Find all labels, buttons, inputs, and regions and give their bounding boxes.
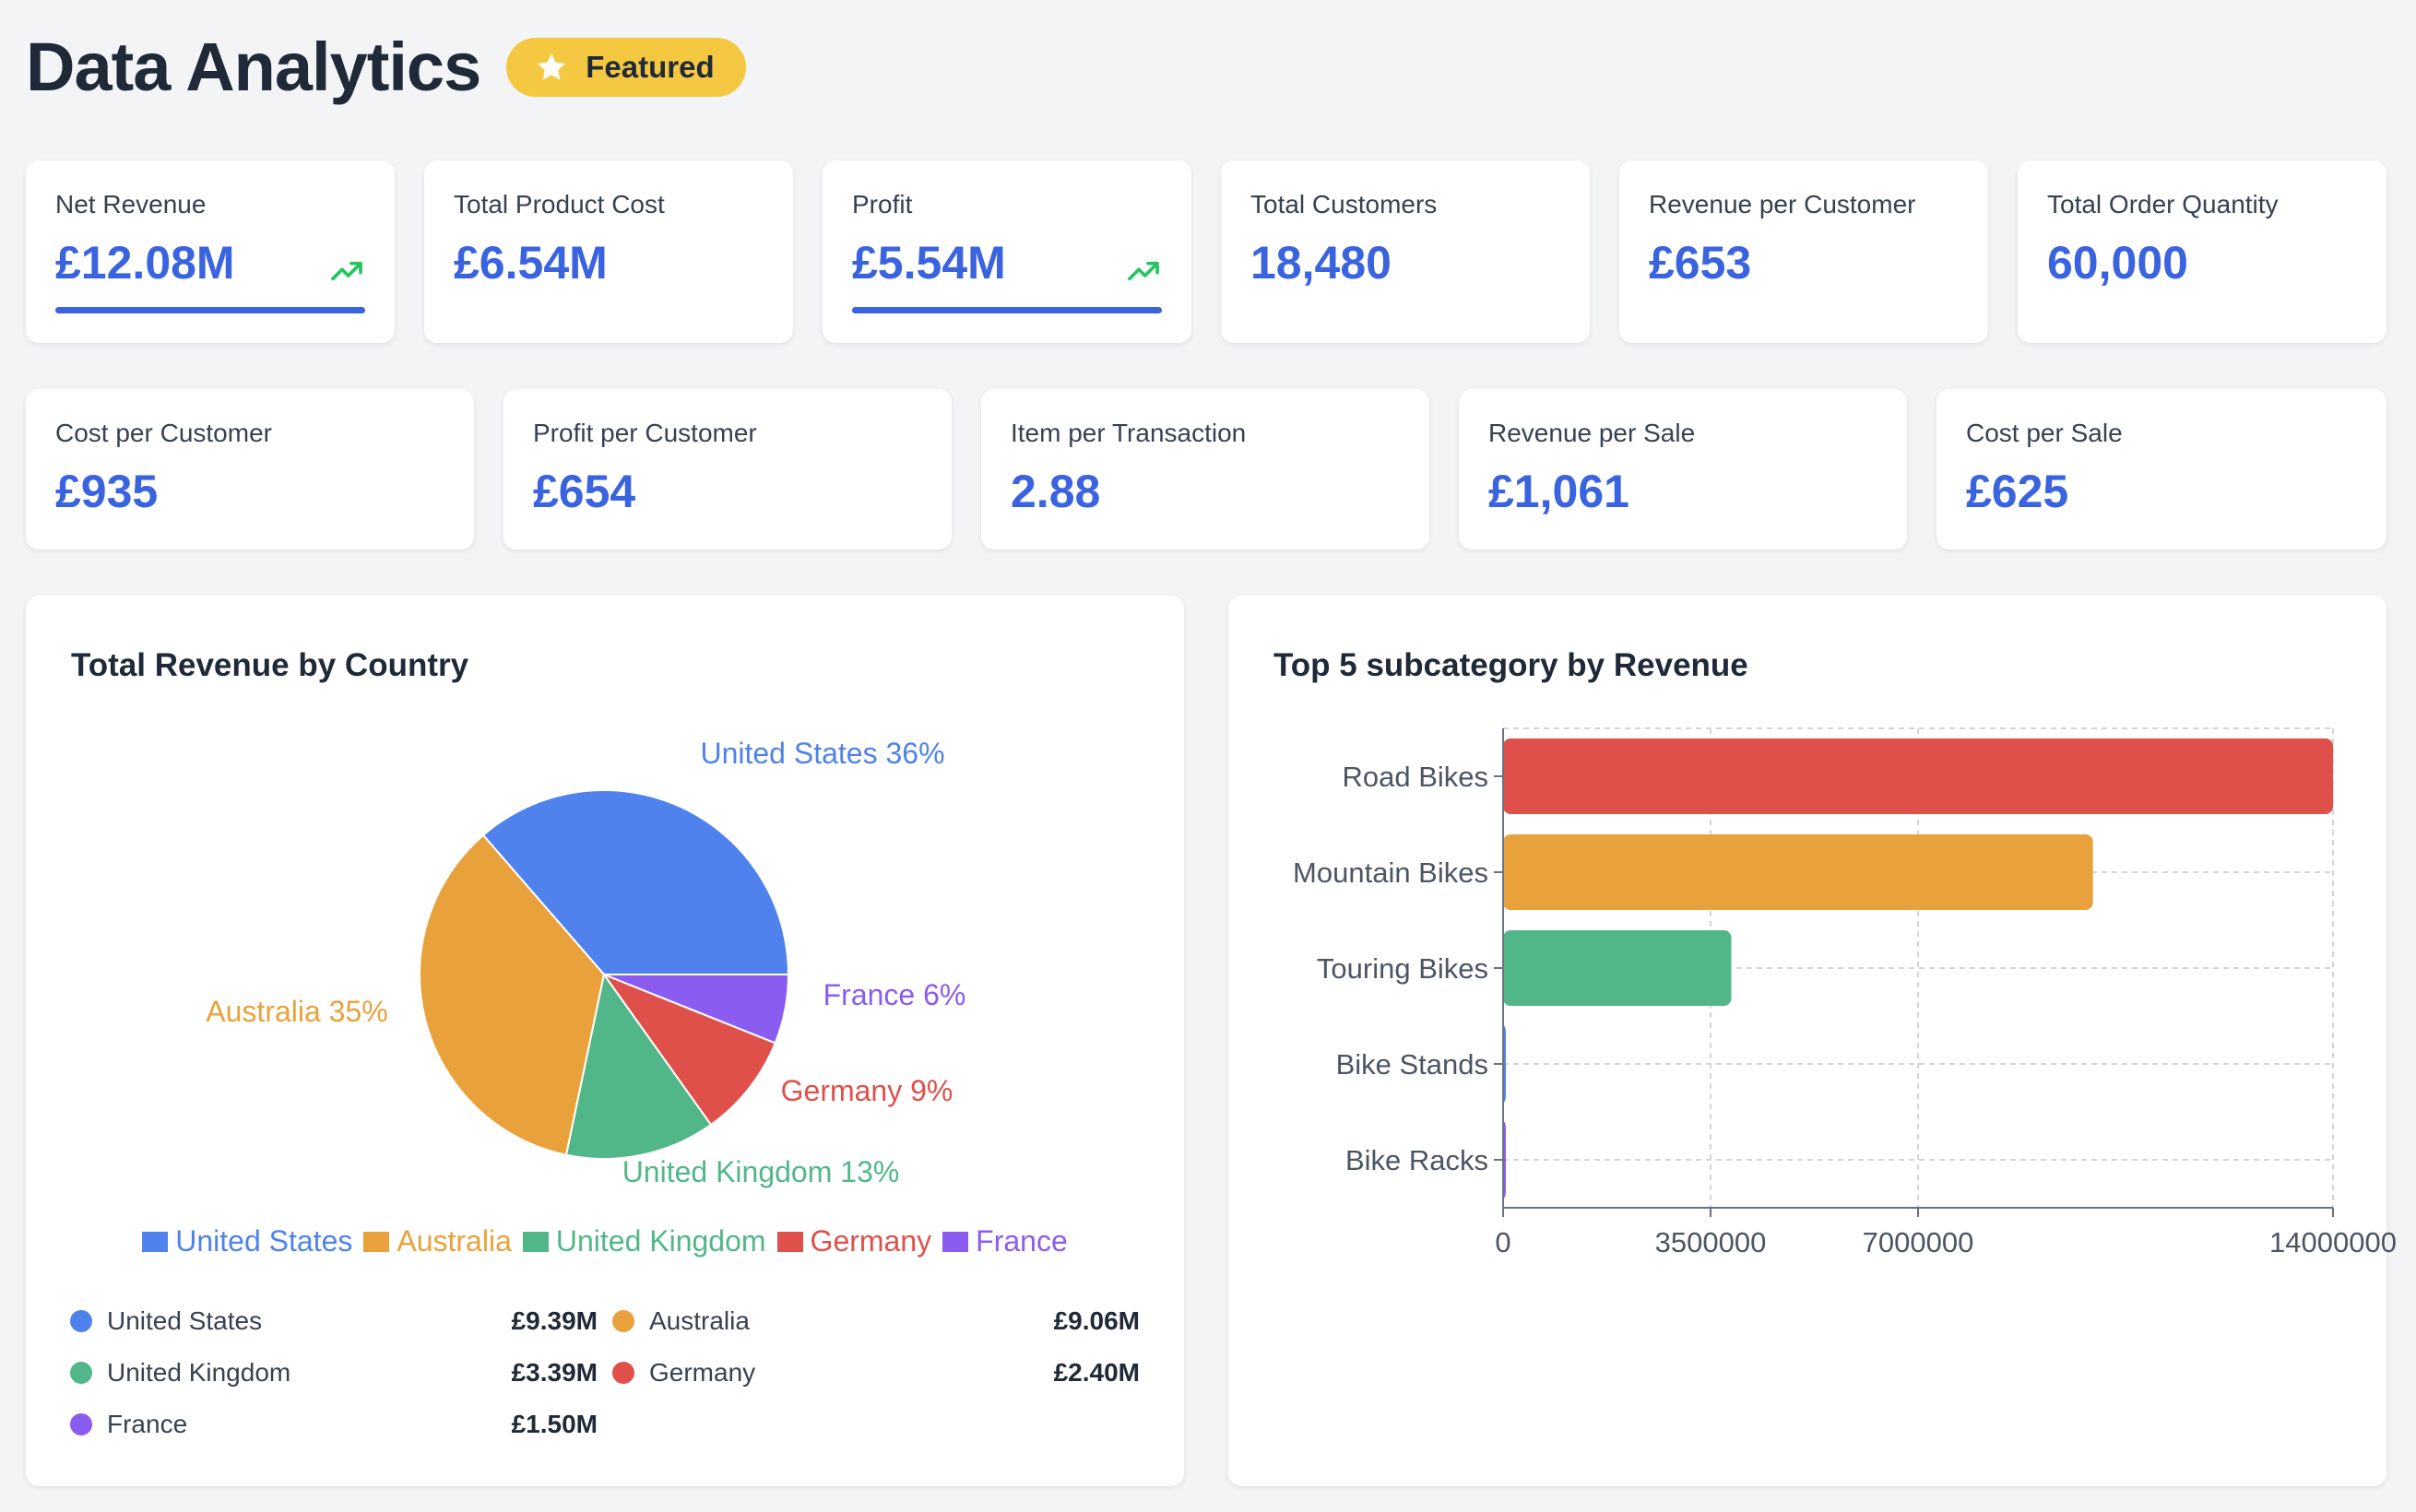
legend-label: Australia [397,1224,512,1258]
list-value: £9.06M [1053,1306,1140,1335]
star-icon [538,53,566,80]
list-label: Germany [649,1358,756,1387]
kpi-card-total-order-quantity: Total Order Quantity 60,000 [2018,160,2386,343]
kpi-card-cost-per-sale: Cost per Sale £625 [1936,389,2386,549]
list-item-united-kingdom: United Kingdom [70,1354,290,1391]
kpi-card-profit-per-customer: Profit per Customer £654 [503,389,952,549]
revenue-by-country-panel [26,596,1184,1486]
legend-label: France [976,1224,1068,1258]
legend-label: United Kingdom [555,1224,766,1258]
legend-swatch [522,1231,549,1252]
kpi-label: Profit per Customer [533,419,757,447]
page-title: Data Analytics [26,29,481,105]
color-dot [70,1310,92,1332]
legend-item-australia[interactable]: Australia [363,1224,512,1258]
kpi-value: £935 [55,466,159,517]
kpi-label: Profit [852,190,913,219]
badge-label: Featured [586,50,715,84]
kpi-value: £6.54M [454,237,608,289]
kpi-value: 18,480 [1250,237,1392,289]
legend-item-germany[interactable]: Germany [776,1224,932,1258]
list-item-australia: Australia [612,1303,750,1340]
featured-badge: Featured [506,38,746,97]
kpi-progress-bar [852,307,1162,313]
kpi-value: £12.08M [55,237,235,289]
pie-legend: United States Australia United Kingdom G… [26,1224,1184,1258]
list-value: £9.39M [511,1306,598,1335]
kpi-label: Cost per Customer [55,419,272,447]
list-label: France [107,1410,188,1438]
legend-swatch [942,1231,969,1252]
kpi-label: Item per Transaction [1011,419,1247,447]
legend-item-france[interactable]: France [942,1224,1068,1258]
kpi-value: £625 [1966,466,2069,517]
list-item-united-states: United States [70,1303,262,1340]
kpi-value: 60,000 [2047,237,2188,289]
list-label: United States [107,1306,263,1335]
kpi-value: £1,061 [1488,466,1629,517]
kpi-card-total-customers: Total Customers 18,480 [1221,160,1590,343]
kpi-card-profit: Profit £5.54M [823,160,1191,343]
legend-item-united-kingdom[interactable]: United Kingdom [522,1224,766,1258]
kpi-label: Net Revenue [55,190,207,219]
kpi-card-revenue-per-customer: Revenue per Customer £653 [1619,160,1988,343]
kpi-label: Cost per Sale [1966,419,2123,447]
color-dot [612,1310,634,1332]
legend-swatch [363,1231,390,1252]
kpi-card-total-product-cost: Total Product Cost £6.54M [424,160,793,343]
legend-swatch [142,1231,169,1252]
list-value: £2.40M [1053,1358,1140,1387]
page-header: Data Analytics Featured [26,26,746,109]
legend-item-united-states[interactable]: United States [142,1224,352,1258]
list-item-france: France [70,1406,187,1443]
list-value: £3.39M [511,1358,598,1387]
list-label: United Kingdom [107,1358,291,1387]
list-value: £1.50M [511,1410,598,1438]
color-dot [70,1413,92,1435]
kpi-value: 2.88 [1011,466,1101,517]
legend-swatch [776,1231,803,1252]
kpi-card-revenue-per-sale: Revenue per Sale £1,061 [1459,389,1907,549]
kpi-label: Revenue per Customer [1649,190,1916,219]
legend-label: Germany [810,1224,932,1258]
kpi-value: £654 [533,466,636,517]
list-label: Australia [649,1306,750,1335]
kpi-label: Total Customers [1250,190,1438,219]
kpi-card-item-per-transaction: Item per Transaction 2.88 [981,389,1429,549]
subcategory-revenue-panel [1228,596,2386,1486]
kpi-progress-bar [55,307,365,313]
subcategory-revenue-title: Top 5 subcategory by Revenue [1273,647,1748,683]
kpi-card-net-revenue: Net Revenue £12.08M [26,160,395,343]
kpi-value: £5.54M [852,237,1006,289]
list-item-germany: Germany [612,1354,755,1391]
trending-up-icon [1128,261,1159,281]
legend-label: United States [175,1224,353,1258]
color-dot [612,1362,634,1384]
revenue-by-country-title: Total Revenue by Country [71,647,469,683]
trending-up-icon [331,261,362,281]
kpi-card-cost-per-customer: Cost per Customer £935 [26,389,474,549]
kpi-label: Total Order Quantity [2047,190,2279,219]
color-dot [70,1362,92,1384]
kpi-label: Revenue per Sale [1488,419,1696,447]
kpi-value: £653 [1649,237,1752,289]
kpi-label: Total Product Cost [454,190,665,219]
